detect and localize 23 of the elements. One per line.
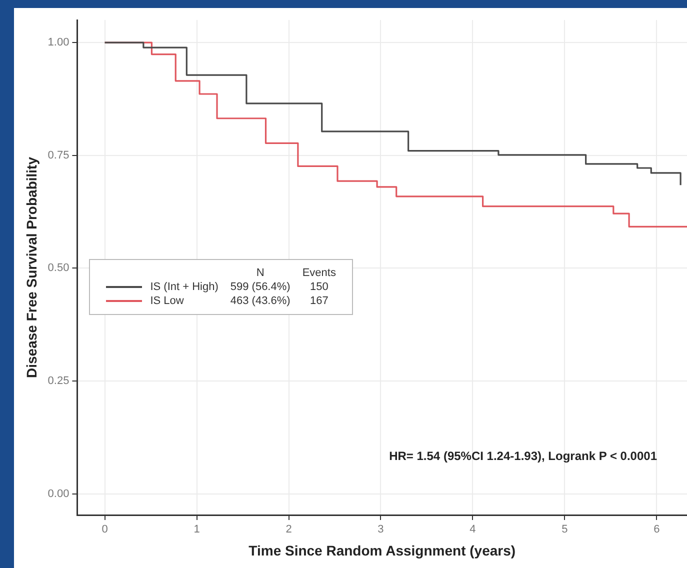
annotation: 150 bbox=[308, 280, 330, 294]
x-axis-title: Time Since Random Assignment (years) bbox=[248, 542, 516, 558]
x-tick-label: 0 bbox=[102, 524, 108, 536]
x-tick-label: 5 bbox=[562, 524, 568, 536]
y-tick-label: 0.00 bbox=[48, 488, 70, 500]
x-tick-label: 1 bbox=[194, 524, 200, 536]
y-tick-label: 0.75 bbox=[48, 149, 70, 162]
y-tick-label: 0.50 bbox=[48, 262, 70, 274]
y-tick-label: 1.00 bbox=[48, 36, 70, 49]
y-axis-title: Disease Free Survival Probability bbox=[23, 156, 40, 378]
annotation: 599 (56.4%) bbox=[229, 280, 292, 294]
annotation: 167 bbox=[308, 294, 330, 308]
annotation: Events bbox=[301, 266, 337, 280]
x-tick-label: 2 bbox=[286, 524, 292, 536]
x-tick-label: 4 bbox=[470, 524, 476, 536]
annotation: N bbox=[255, 266, 266, 280]
y-tick-label: 0.25 bbox=[48, 375, 70, 388]
annotation: 463 (43.6%) bbox=[229, 294, 292, 308]
legend-label: IS Low bbox=[149, 294, 185, 308]
legend-label: IS (Int + High) bbox=[149, 280, 220, 294]
x-tick-label: 3 bbox=[378, 524, 384, 536]
x-tick-label: 6 bbox=[654, 524, 660, 536]
annotation: HR= 1.54 (95%CI 1.24-1.93), Logrank P < 0.0001 bbox=[389, 448, 657, 463]
